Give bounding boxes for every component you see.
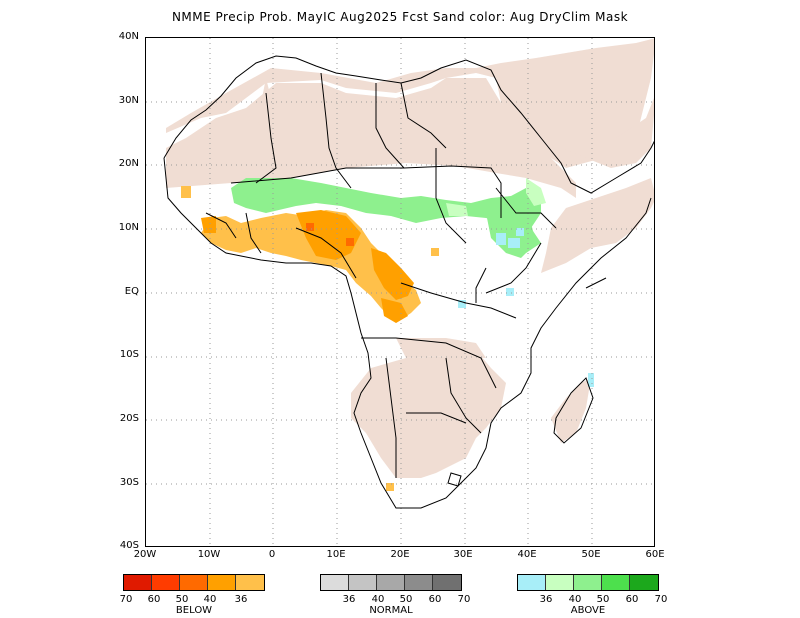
lat-lon-grid [146, 38, 654, 546]
legend-normal: 36 40 50 60 70 NORMAL [320, 574, 471, 616]
legend-above-bar [517, 574, 659, 591]
legend-above-tick: 70 [654, 594, 668, 605]
legend-above-swatch-50 [574, 575, 602, 590]
lon-label-50e: 50E [581, 549, 601, 560]
legend-above-ticks: 36 40 50 60 70 [517, 594, 668, 606]
legend-below-tick: 50 [175, 594, 189, 605]
legend-above-swatch-36 [518, 575, 546, 590]
legend-above-caption: ABOVE [570, 605, 606, 616]
legend-below-swatch-50 [180, 575, 208, 590]
legend-below-swatch-60 [152, 575, 180, 590]
legend-normal-swatch-50 [377, 575, 405, 590]
dry-climate-mask [166, 38, 654, 478]
lon-label-30e: 30E [453, 549, 473, 560]
legend-normal-tick: 50 [399, 594, 413, 605]
lat-label-40s: 40S [119, 540, 139, 551]
lon-label-20w: 20W [133, 549, 157, 560]
lon-label-10e: 10E [326, 549, 346, 560]
legend-normal-ticks: 36 40 50 60 70 [320, 594, 471, 606]
lat-label-10n: 10N [118, 222, 139, 233]
legend-normal-tick: 40 [371, 594, 385, 605]
legend-below-swatch-40 [208, 575, 236, 590]
legend-normal-swatch-70 [433, 575, 461, 590]
legend-below-tick: 40 [203, 594, 217, 605]
legend-normal-swatch-36 [321, 575, 349, 590]
legend-below-ticks: 70 60 50 40 36 [119, 594, 265, 606]
lat-label-40n: 40N [118, 31, 139, 42]
legend-above-tick: 50 [596, 594, 610, 605]
lon-label-40e: 40E [517, 549, 537, 560]
legend-above: 36 40 50 60 70 ABOVE [517, 574, 668, 616]
lat-label-20n: 20N [118, 158, 139, 169]
legend-below-tick: 60 [147, 594, 161, 605]
lat-label-eq: EQ [124, 286, 139, 297]
below-normal-cells [181, 186, 439, 491]
legend-above-tick: 36 [539, 594, 553, 605]
legend-normal-tick: 36 [342, 594, 356, 605]
legend-below-swatch-70 [124, 575, 152, 590]
lat-label-20s: 20S [119, 413, 139, 424]
legend-below-tick: 36 [234, 594, 248, 605]
legend-above-tick: 40 [568, 594, 582, 605]
legend-below-bar [123, 574, 265, 591]
map-title: NMME Precip Prob. MayIC Aug2025 Fcst San… [171, 10, 629, 24]
legend-above-tick: 60 [625, 594, 639, 605]
lat-label-30s: 30S [119, 477, 139, 488]
legend-normal-bar [320, 574, 462, 591]
lon-label-0: 0 [268, 549, 276, 560]
legend-normal-tick: 60 [428, 594, 442, 605]
legend-normal-swatch-60 [405, 575, 433, 590]
legend-above-swatch-40 [546, 575, 574, 590]
map-panel [145, 37, 655, 547]
legend-below-tick: 70 [119, 594, 133, 605]
legend-normal-tick: 70 [457, 594, 471, 605]
legend-below-caption: BELOW [175, 605, 213, 616]
legend-above-swatch-60 [602, 575, 630, 590]
lon-label-10w: 10W [197, 549, 221, 560]
above-normal-cells [231, 178, 594, 387]
legend-below: 70 60 50 40 36 BELOW [119, 574, 265, 616]
lat-label-30n: 30N [118, 95, 139, 106]
lon-label-60e: 60E [645, 549, 665, 560]
lat-label-10s: 10S [119, 349, 139, 360]
coastlines-and-borders [163, 55, 654, 509]
legend-below-swatch-36 [236, 575, 264, 590]
legend-normal-caption: NORMAL [369, 605, 413, 616]
lon-label-20e: 20E [390, 549, 410, 560]
legend-normal-swatch-40 [349, 575, 377, 590]
africa-precip-map [146, 38, 654, 546]
legend-above-swatch-70 [630, 575, 658, 590]
